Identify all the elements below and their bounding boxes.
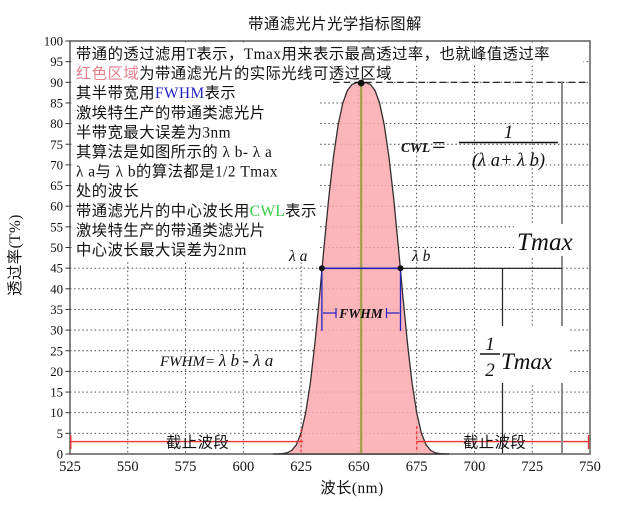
y-tick-label: 70 (50, 158, 63, 172)
fwhm-measurement: FWHM λ a λ b (288, 248, 562, 331)
annotation-line: 红色区域为带通滤光片的实际光线可透过区域 (76, 66, 392, 83)
annotation-line: 激埃特生产的带通类滤光片 (76, 105, 266, 122)
annotation-line: 其半带宽用 (76, 85, 155, 102)
x-tick-label: 575 (175, 459, 197, 475)
y-tick-label: 15 (50, 386, 63, 400)
y-tick-label: 50 (50, 241, 63, 255)
lambda-b-label: λ b (411, 248, 431, 265)
y-tick-label: 85 (50, 96, 63, 110)
annotation-line: 激埃特生产的带通类滤光片 (76, 222, 266, 239)
cwl-formula-numerator: 1 (504, 122, 514, 143)
axis-ticks: 525 550 575 600 625 650 675 700 725 7500510152025… (44, 35, 601, 476)
label-bg (514, 224, 589, 256)
cwl-formula-equals: = (432, 133, 446, 159)
y-tick-label: 20 (50, 365, 63, 379)
tmax-label: Tmax (517, 229, 573, 256)
x-tick-label: 700 (464, 459, 486, 475)
x-tick-label: 525 (59, 459, 81, 475)
x-tick-label: 750 (579, 459, 601, 475)
annotation-line: 其半带宽用FWHM表示 (76, 85, 236, 102)
chart-title: 带通滤光片光学指标图解 (248, 16, 422, 33)
y-tick-label: 75 (50, 138, 63, 152)
lambda-a-label: λ a (288, 248, 308, 265)
y-tick-label: 25 (50, 344, 63, 358)
x-tick-label: 675 (406, 459, 428, 475)
annotation-line: λ a与 λ b的算法都是1/2 Tmax (76, 163, 278, 181)
cwl-formula-lhs: CWL (401, 140, 430, 155)
fwhm-formula-lhs: FWHM= (159, 354, 219, 370)
annotation-line: 带通滤光片的中心波长用 (76, 203, 250, 220)
fwhm-label: FWHM (338, 306, 384, 321)
cutoff-right-label: 截止波段 (463, 435, 526, 452)
cwl-formula-denominator: (λ a+ λ b) (472, 151, 545, 171)
annotation-line: 半带宽最大误差为3nm (76, 124, 231, 141)
y-tick-label: 60 (50, 200, 63, 214)
fwhm-formula: FWHM= λ b - λ a (159, 351, 273, 370)
y-tick-label: 100 (44, 35, 63, 49)
lambda-b-point (397, 265, 404, 272)
annotation-line: 为带通滤光片的实际光线可透过区域 (139, 66, 392, 83)
annotation-line: 其算法是如图所示的 λ b- λ a (76, 143, 272, 161)
y-tick-label: 55 (50, 220, 63, 234)
annotation-line: 带通的透过滤用T表示，Tmax用来表示最高透过率，也就峰值透过率 (76, 46, 550, 63)
annotation-line: 中心波长最大误差为2nm (76, 242, 247, 259)
y-tick-label: 30 (50, 324, 63, 338)
annotation-line: 处的波长 (76, 183, 139, 200)
fwhm-highlight: FWHM (155, 85, 205, 102)
y-axis-title: 透过率(T%) (7, 214, 24, 296)
annotation-line: 表示 (285, 203, 317, 220)
half-tmax-label: 1 2 Tmax (477, 326, 568, 383)
y-tick-label: 0 (57, 448, 63, 462)
x-tick-label: 650 (348, 459, 370, 475)
cwl-formula: CWL = 1 (λ a+ λ b) (401, 122, 558, 171)
fwhm-formula-rhs: λ b - λ a (218, 351, 273, 370)
annotation-line: 带通滤光片的中心波长用CWL表示 (76, 203, 317, 220)
half-tmax-denominator: 2 (485, 360, 495, 381)
cutoff-band-left: 截止波段 (70, 429, 303, 452)
half-tmax-text: Tmax (501, 349, 553, 374)
y-tick-label: 80 (50, 117, 63, 131)
half-tmax-numerator: 1 (485, 334, 495, 355)
y-tick-label: 65 (50, 179, 63, 193)
peak-point (357, 79, 365, 87)
y-tick-label: 45 (50, 262, 63, 276)
y-tick-label: 40 (50, 282, 63, 296)
annotation-panel-bg (71, 62, 394, 85)
annotation-panel-bg (71, 42, 584, 63)
x-tick-label: 625 (290, 459, 312, 475)
cutoff-left-label: 截止波段 (166, 435, 229, 452)
y-tick-label: 35 (50, 303, 63, 317)
x-axis-title: 波长(nm) (320, 480, 383, 497)
annotation-text: 带通的透过滤用T表示，Tmax用来表示最高透过率，也就峰值透过率 红色区域为带通… (76, 46, 550, 259)
y-tick-label: 95 (50, 55, 63, 69)
x-tick-label: 600 (232, 459, 254, 475)
x-tick-label: 550 (117, 459, 139, 475)
lambda-a-point (318, 265, 325, 272)
x-tick-label: 725 (521, 459, 543, 475)
y-tick-label: 90 (50, 76, 63, 90)
y-tick-label: 10 (50, 406, 63, 420)
annotation-panel-bg (71, 84, 319, 263)
cwl-highlight: CWL (250, 203, 286, 220)
y-tick-label: 5 (57, 427, 63, 441)
annotation-line: 表示 (205, 85, 237, 102)
red-zone-highlight: 红色区域 (76, 66, 139, 83)
